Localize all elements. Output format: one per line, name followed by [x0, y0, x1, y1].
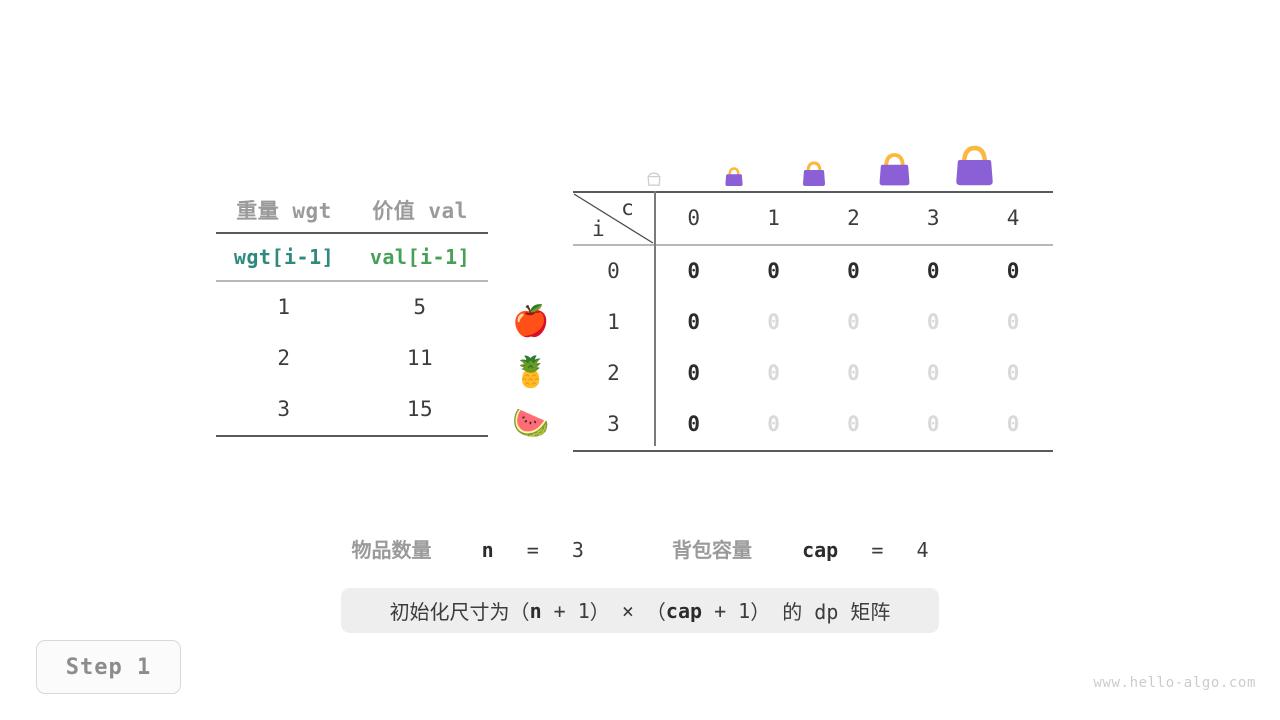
- dp-cell-3-4: 0: [1006, 412, 1020, 436]
- items-cell-val: 15: [406, 397, 434, 421]
- dp-cell-0-3: 0: [926, 259, 940, 283]
- items-cell-wgt: 3: [277, 397, 291, 421]
- fruit-column: 🍎 🍍 🍉: [508, 296, 554, 449]
- dp-col-axis-label: c: [621, 196, 634, 220]
- dp-cell-1-3: 0: [926, 310, 940, 334]
- caption-box: 初始化尺寸为（ n + 1 ） × （ cap + 1 ） 的 dp 矩阵: [341, 588, 939, 633]
- caption-suffix: 的 dp 矩阵: [782, 600, 891, 624]
- items-cell-wgt: 2: [277, 346, 291, 370]
- dp-row-header-0: 0: [607, 259, 620, 283]
- dp-cell-2-1: 0: [767, 361, 780, 385]
- dp-row-header-2: 2: [607, 361, 620, 385]
- dp-cell-0-2: 0: [847, 259, 860, 283]
- dp-cell-3-1: 0: [767, 412, 780, 436]
- items-count-equals: =: [526, 538, 539, 562]
- dp-col-header-0: 0: [687, 206, 701, 230]
- empty-bag-icon: [606, 170, 702, 188]
- caption-plus-one-a: + 1: [553, 598, 590, 623]
- items-rule-1: [216, 232, 488, 234]
- items-cell-wgt: 1: [277, 295, 291, 319]
- parameters-line: 物品数量 n = 3 背包容量 cap = 4: [0, 534, 1280, 563]
- dp-cell-2-0: 0: [687, 361, 701, 385]
- bag-icon-size-1: [686, 163, 782, 188]
- items-table: 重量 wgt 价值 val wgt[i-1] val[i-1] 1 5 2 11…: [216, 190, 488, 437]
- dp-corner-cell: c i: [573, 193, 654, 244]
- caption-mid-b: （: [645, 600, 666, 624]
- dp-cell-2-4: 0: [1006, 361, 1020, 385]
- bag-icon-size-2: [766, 157, 862, 188]
- items-count-variable: n: [481, 538, 494, 562]
- dp-col-header-2: 2: [847, 206, 860, 230]
- dp-cell-1-4: 0: [1006, 310, 1020, 334]
- dp-cell-1-1: 0: [767, 310, 780, 334]
- items-table-subheader-row: wgt[i-1] val[i-1]: [216, 234, 488, 280]
- bag-icon-size-3: [846, 148, 942, 188]
- items-header-val: 价值 val: [372, 199, 468, 223]
- pineapple-emoji: 🍍: [512, 355, 550, 390]
- dp-row-header-3: 3: [607, 412, 620, 436]
- items-cell-val: 5: [413, 295, 427, 319]
- items-subheader-wgt: wgt[i-1]: [233, 245, 335, 269]
- apple-emoji: 🍎: [512, 304, 550, 339]
- table-row: 2 0 0 0 0 0: [573, 348, 1053, 399]
- dp-cell-1-0: 0: [687, 310, 701, 334]
- dp-header-row: c i 0 1 2 3 4: [573, 193, 1053, 244]
- dp-cell-1-2: 0: [847, 310, 860, 334]
- capacity-variable: cap: [802, 538, 839, 562]
- dp-matrix-table: c i 0 1 2 3 4 0 0 0 0 0 0 1 0 0 0 0 0: [573, 191, 1053, 452]
- caption-mid-c: ）: [750, 600, 771, 624]
- dp-rule-top: [573, 191, 1053, 193]
- items-table-header-row: 重量 wgt 价值 val: [216, 190, 488, 232]
- items-rule-2: [216, 280, 488, 282]
- items-rule-3: [216, 435, 488, 437]
- dp-rule-header: [573, 244, 1053, 246]
- dp-cell-3-0: 0: [687, 412, 701, 436]
- caption-prefix: 初始化尺寸为（: [389, 600, 530, 624]
- caption-times-symbol: ×: [621, 598, 634, 623]
- dp-cell-2-3: 0: [926, 361, 940, 385]
- step-badge-label: Step 1: [65, 654, 152, 680]
- items-subheader-val: val[i-1]: [369, 245, 471, 269]
- capacity-label: 背包容量: [672, 538, 752, 562]
- caption-var-n: n: [529, 598, 542, 623]
- items-cell-val: 11: [406, 346, 434, 370]
- items-count-label: 物品数量: [351, 538, 432, 562]
- diagonal-divider-icon: [573, 193, 654, 244]
- table-row: 1 0 0 0 0 0: [573, 297, 1053, 348]
- caption-plus-one-b: + 1: [714, 598, 751, 623]
- table-row: 3 0 0 0 0 0: [573, 399, 1053, 450]
- dp-col-header-1: 1: [767, 206, 780, 230]
- table-row: 1 5: [216, 282, 488, 333]
- dp-col-header-3: 3: [926, 206, 940, 230]
- bag-icon-row: [573, 126, 1053, 188]
- step-badge[interactable]: Step 1: [36, 640, 181, 694]
- dp-cell-0-1: 0: [767, 259, 780, 283]
- items-header-wgt: 重量 wgt: [236, 199, 332, 223]
- capacity-equals: =: [871, 538, 884, 562]
- capacity-value: 4: [916, 538, 929, 562]
- watermelon-emoji: 🍉: [512, 406, 550, 441]
- table-row: 3 15: [216, 384, 488, 435]
- dp-row-axis-label: i: [592, 217, 605, 241]
- bag-icon-size-4: [926, 140, 1022, 188]
- dp-col-header-4: 4: [1006, 206, 1020, 230]
- dp-cell-0-0: 0: [687, 259, 701, 283]
- items-count-value: 3: [571, 538, 584, 562]
- table-row: 0 0 0 0 0 0: [573, 246, 1053, 297]
- caption-mid-a: ）: [589, 600, 610, 624]
- dp-cell-2-2: 0: [847, 361, 860, 385]
- dp-cell-3-2: 0: [847, 412, 860, 436]
- dp-cell-0-4: 0: [1006, 259, 1020, 283]
- dp-table-vertical-divider: [654, 191, 656, 446]
- table-row: 2 11: [216, 333, 488, 384]
- watermark: www.hello-algo.com: [1093, 675, 1256, 691]
- caption-var-cap: cap: [665, 598, 703, 623]
- dp-rule-bottom: [573, 450, 1053, 452]
- dp-row-header-1: 1: [607, 310, 620, 334]
- dp-cell-3-3: 0: [926, 412, 940, 436]
